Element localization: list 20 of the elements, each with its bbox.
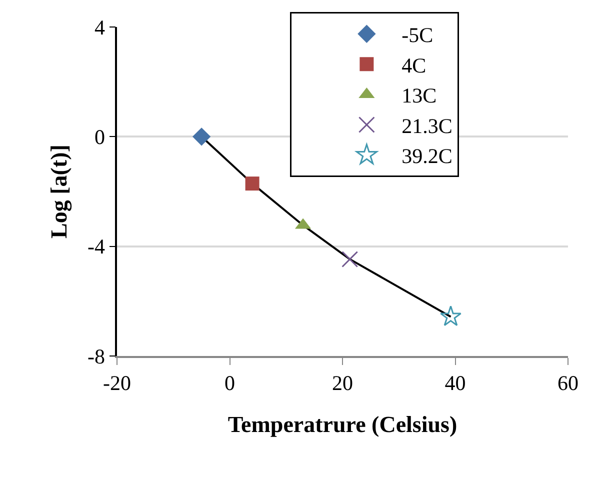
x-axis-title: Temperatrure (Celsius) [228, 412, 458, 438]
x-tick-label: 60 [558, 370, 578, 395]
point [192, 128, 211, 146]
legend-label: 4C [402, 53, 426, 78]
x-tick-label: 40 [444, 370, 466, 395]
x-tick-label: 20 [332, 370, 353, 395]
point [342, 250, 358, 268]
point [440, 306, 462, 326]
point [245, 176, 260, 191]
legend-label: 39.2C [402, 144, 452, 168]
y-tick-label: 4 [94, 15, 106, 40]
y-tick-label: 0 [94, 125, 106, 150]
x-tick-label: 0 [224, 370, 235, 395]
x-tick-label: -20 [103, 370, 131, 395]
legend-label: -5C [402, 23, 434, 48]
y-axis-title: Log [a(t)] [46, 144, 72, 238]
legend-label: 21.3C [402, 114, 452, 138]
y-tick-label: -4 [88, 234, 106, 259]
y-tick-label: -8 [88, 344, 106, 368]
legend-label: 13C [402, 84, 437, 108]
